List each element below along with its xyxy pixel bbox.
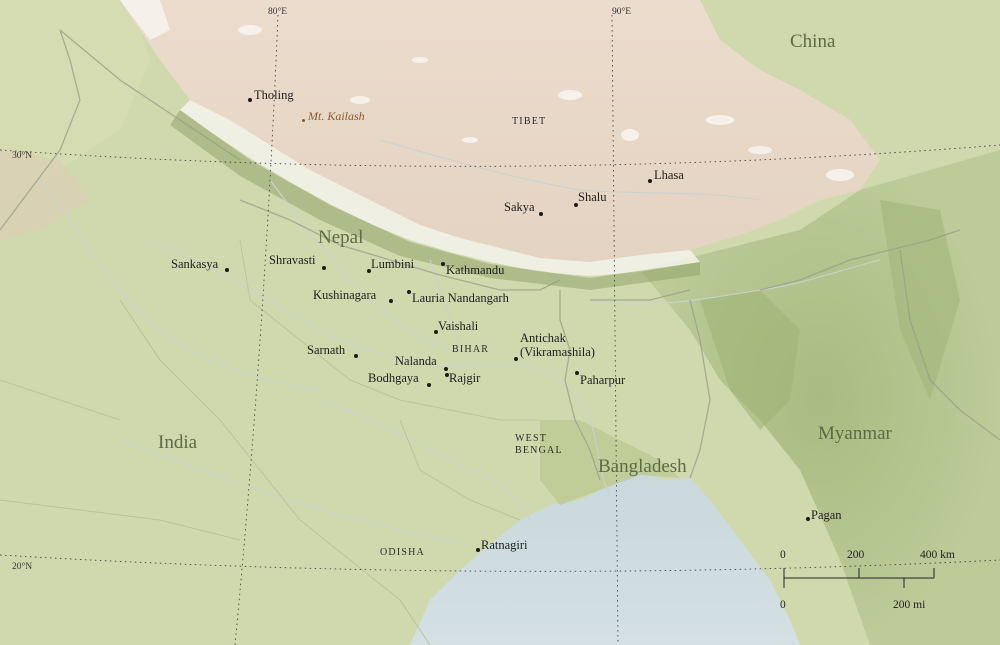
city-label-kushinagara[interactable]: Kushinagara [313, 288, 377, 302]
city-label-lumbini[interactable]: Lumbini [371, 257, 415, 271]
country-label-bangladesh: Bangladesh [598, 456, 687, 477]
city-marker-bodhgaya [427, 383, 431, 387]
region-label-odisha: ODISHA [380, 547, 425, 558]
city-marker-antichak [514, 357, 518, 361]
scale-mi-tick-200: 200 mi [893, 599, 926, 611]
region-label-bihar: BIHAR [452, 344, 490, 355]
city-label-lhasa[interactable]: Lhasa [654, 168, 684, 182]
city-marker-tholing [248, 98, 252, 102]
city-marker-rajgir [445, 373, 449, 377]
city-marker-vaishali [434, 330, 438, 334]
city-marker-pagan [806, 517, 810, 521]
city-label-rajgir[interactable]: Rajgir [449, 371, 481, 385]
city-label-pagan[interactable]: Pagan [811, 508, 842, 522]
scale-km-tick-0: 0 [780, 549, 786, 561]
city-label-sarnath[interactable]: Sarnath [307, 343, 346, 357]
city-marker-lhasa [648, 179, 652, 183]
graticule-label-90e: 90°E [612, 7, 632, 17]
city-label-tholing[interactable]: Tholing [254, 88, 294, 102]
city-marker-shravasti [322, 266, 326, 270]
city-label-bodhgaya[interactable]: Bodhgaya [368, 371, 419, 385]
city-label-paharpur[interactable]: Paharpur [580, 373, 626, 387]
city-label-antichak-vikramashila[interactable]: Antichak (Vikramashila) [520, 331, 595, 360]
city-marker-lauria-nandangarh [407, 290, 411, 294]
city-marker-sankasya [225, 268, 229, 272]
peak-label-mt-kailash[interactable]: Mt. Kailash [308, 109, 365, 123]
city-marker-lumbini [367, 269, 371, 273]
graticule-label-80e: 80°E [268, 7, 288, 17]
city-label-lauria-nandangarh[interactable]: Lauria Nandangarh [412, 291, 509, 305]
city-label-vaishali[interactable]: Vaishali [438, 319, 479, 333]
scale-bar [783, 568, 935, 588]
city-label-shalu[interactable]: Shalu [578, 190, 607, 204]
country-label-china: China [790, 31, 836, 52]
city-marker-ratnagiri [476, 548, 480, 552]
graticule-label-20n: 20°N [12, 562, 33, 572]
city-marker-shalu [574, 203, 578, 207]
region-label-west-bengal: WEST BENGAL [515, 433, 563, 456]
graticule-label-30n: 30°N [12, 151, 33, 161]
city-marker-kushinagara [389, 299, 393, 303]
city-label-kathmandu[interactable]: Kathmandu [446, 263, 505, 277]
city-marker-paharpur [575, 371, 579, 375]
country-label-india: India [158, 432, 198, 453]
city-marker-sarnath [354, 354, 358, 358]
region-label-tibet: TIBET [512, 116, 547, 127]
city-marker-nalanda [444, 367, 448, 371]
scale-km-tick-400: 400 km [920, 549, 955, 561]
city-marker-kathmandu [441, 262, 445, 266]
country-label-myanmar: Myanmar [818, 423, 892, 444]
scale-km-tick-200: 200 [847, 549, 865, 561]
city-label-shravasti[interactable]: Shravasti [269, 253, 316, 267]
city-label-ratnagiri[interactable]: Ratnagiri [481, 538, 528, 552]
scale-mi-tick-0: 0 [780, 599, 786, 611]
city-label-nalanda[interactable]: Nalanda [395, 354, 437, 368]
city-label-sakya[interactable]: Sakya [504, 200, 535, 214]
city-label-sankasya[interactable]: Sankasya [171, 257, 219, 271]
city-marker-sakya [539, 212, 543, 216]
peak-marker-mt-kailash [302, 119, 305, 122]
country-label-nepal: Nepal [318, 227, 364, 248]
